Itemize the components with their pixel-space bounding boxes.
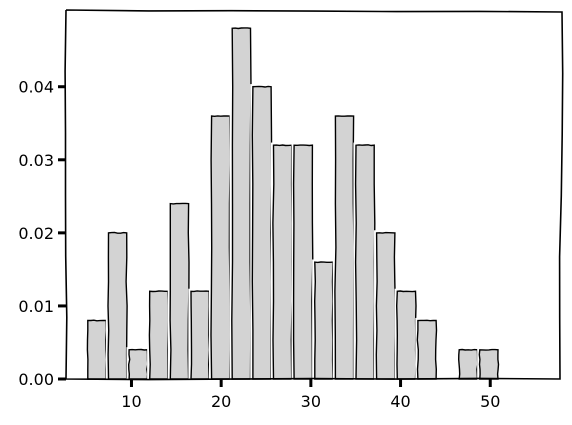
y-tick-label: 0.04	[18, 78, 54, 97]
histogram-bar	[105, 230, 130, 381]
histogram-bar	[353, 142, 377, 381]
histogram-bar-body	[251, 85, 273, 380]
histogram-bar-body	[169, 202, 190, 380]
histogram-bar-body	[457, 348, 479, 380]
y-tick-label: 0.00	[18, 370, 54, 389]
histogram-bar-body	[395, 290, 417, 380]
histogram-bar	[394, 288, 419, 381]
histogram-bar-body	[375, 231, 397, 380]
histogram-bar-body	[416, 319, 438, 380]
histogram-bar	[147, 288, 171, 381]
x-tick-label: 40	[390, 392, 410, 411]
histogram-bar	[374, 230, 398, 381]
histogram-bar-body	[127, 348, 149, 380]
x-tick-label: 30	[301, 392, 321, 411]
histogram-bar	[85, 317, 109, 381]
y-tick-label: 0.03	[18, 151, 54, 170]
histogram-bar-body	[107, 231, 128, 380]
histogram-bar	[291, 142, 315, 381]
histogram-bar-body	[86, 319, 108, 380]
histogram-bar-body	[231, 27, 252, 380]
histogram-bar	[312, 259, 336, 381]
histogram-bar	[415, 317, 439, 381]
histogram-bar-body	[272, 144, 293, 380]
x-tick-label: 50	[480, 392, 500, 411]
histogram-bar	[229, 25, 254, 381]
histogram-bar	[270, 142, 295, 381]
histogram-bar	[456, 347, 480, 381]
histogram-bar-body	[210, 115, 232, 380]
histogram-bar-body	[292, 144, 314, 380]
y-tick-label: 0.01	[18, 297, 54, 316]
histogram-bar-body	[313, 261, 334, 380]
histogram-bar	[126, 347, 150, 381]
x-axis: 10 20 30 40 50	[121, 379, 500, 411]
y-axis: 0.00 0.01 0.02 0.03 0.04	[18, 78, 66, 389]
histogram-bar-body	[478, 348, 500, 380]
histogram-bar	[477, 347, 501, 381]
y-tick-label: 0.02	[18, 224, 54, 243]
histogram-bar	[332, 113, 357, 381]
histogram-bar-body	[334, 115, 355, 380]
bars-layer	[85, 25, 501, 381]
histogram-bar	[209, 113, 233, 381]
histogram-bar	[167, 201, 192, 381]
histogram-bar-body	[190, 290, 211, 380]
histogram-bar-body	[148, 290, 170, 380]
x-tick-label: 20	[211, 392, 231, 411]
x-tick-label: 10	[121, 392, 141, 411]
histogram-bar-body	[354, 144, 376, 380]
histogram-bar	[188, 288, 212, 381]
plot-frame	[64, 9, 564, 381]
histogram-bar	[250, 84, 274, 381]
